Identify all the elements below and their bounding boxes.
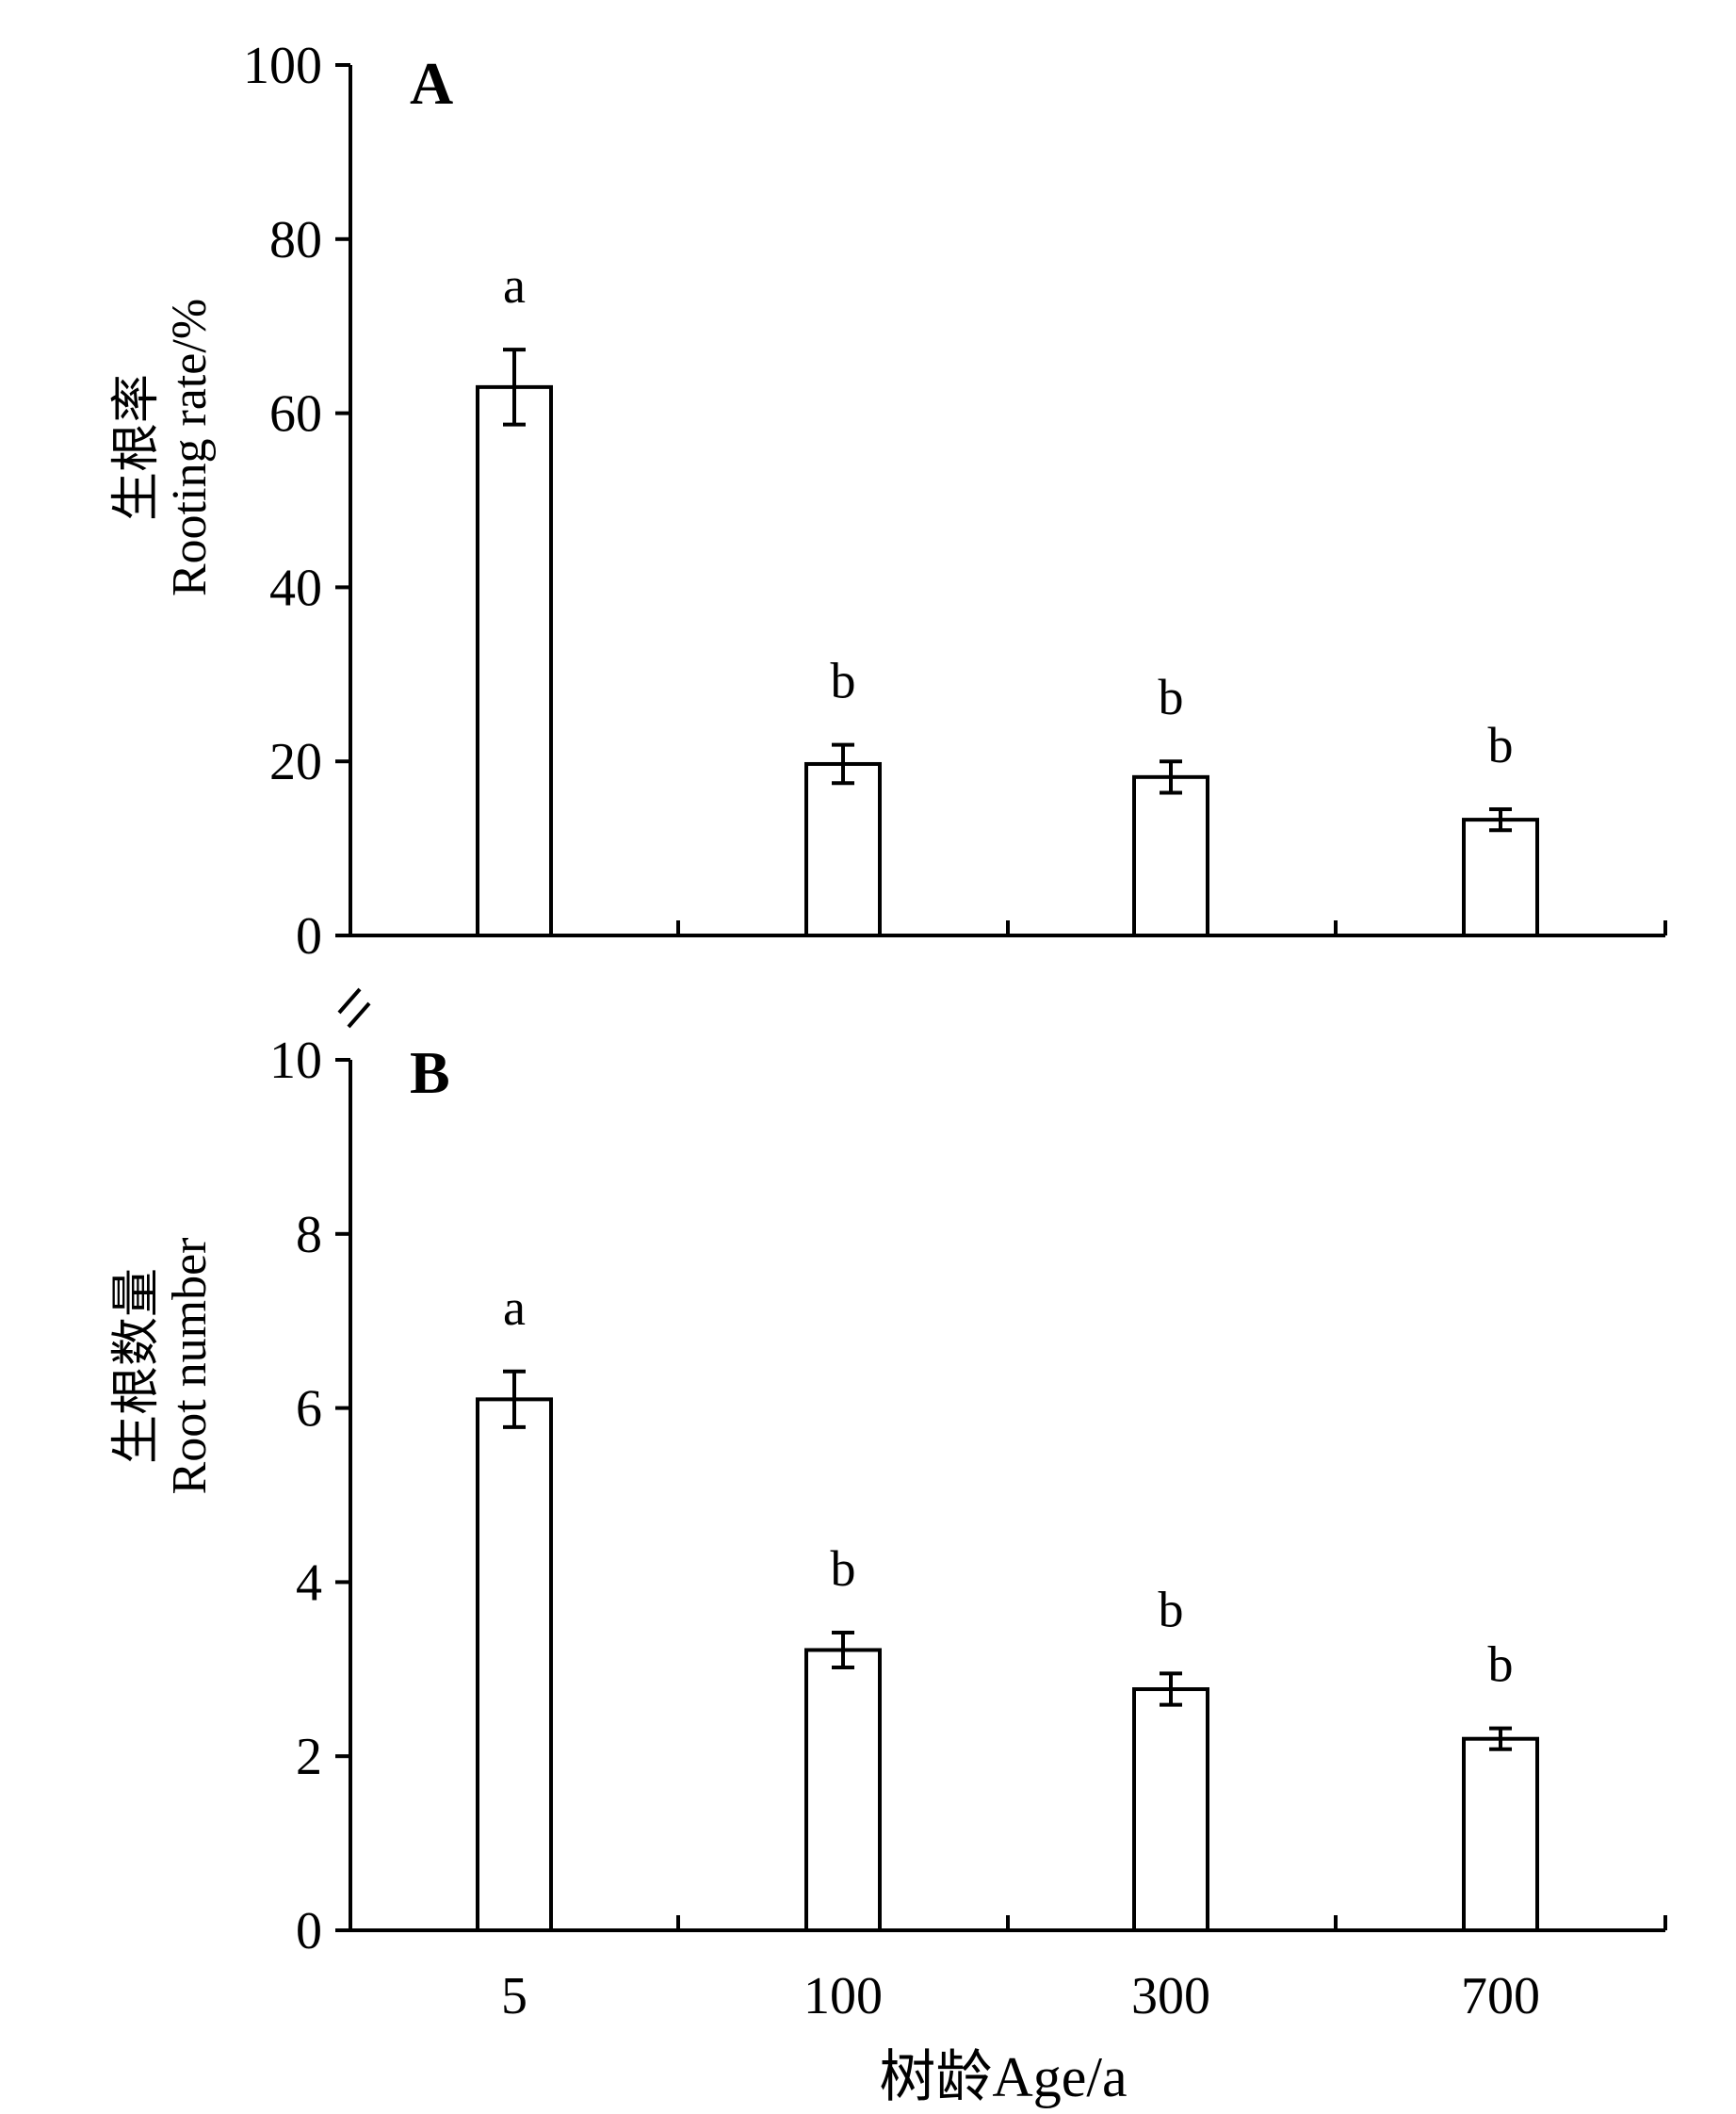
panel-b-bar [476,1397,553,1932]
panel-a-y-tick-label: 80 [269,211,322,269]
panel-a-significance-letter: b [1488,717,1514,773]
panel-b-bar [804,1648,882,1933]
panel-b-y-axis-title: 生根数量 Root number [110,1238,217,1495]
panel-a-bar [1132,774,1209,937]
panel-b-significance-letter: a [503,1279,526,1336]
panel-b-ylabel-en: Root number [163,1238,217,1495]
panel-a-y-tick-label: 100 [243,37,322,95]
x-tick-label: 300 [1131,1967,1210,2025]
panel-a-letter: A [410,50,453,117]
panel-a-y-axis-title: 生根率 Rooting rate/% [110,299,217,596]
panel-a-bar [1462,818,1539,937]
panel-a-ylabel-en: Rooting rate/% [163,299,217,596]
x-axis-title: 树龄Age/a [879,2046,1127,2108]
panel-a-rooting-rate: A 生根率 Rooting rate/% 0 20 40 60 80 100 a b b b [110,37,1667,966]
panel-b-root-number: B 生根数量 Root number 0 2 4 6 8 10 a b b b 5 100 300 700 [110,1032,1667,2025]
panel-a-y-tick-label: 0 [296,907,322,966]
panel-a-y-tick-label: 40 [269,559,322,617]
panel-b-letter: B [410,1039,450,1106]
panel-a-significance-letter: a [503,257,526,314]
panel-b-y-tick-label: 10 [269,1032,322,1090]
panel-b-y-tick-label: 8 [296,1206,322,1264]
panel-a-significance-letter: b [831,653,856,709]
panel-b-y-tick-label: 2 [296,1728,322,1786]
panel-b-ylabel-zh: 生根数量 [110,1268,164,1464]
panel-b-y-tick-label: 4 [296,1553,322,1612]
axis-break-mark [337,987,371,1029]
panel-a-bar [804,761,882,937]
panel-a-y-tick-label: 20 [269,733,322,791]
panel-b-bar [1462,1736,1539,1932]
panel-b-significance-letter: b [1159,1581,1184,1637]
panel-a-bar [476,384,553,937]
panel-a-y-tick-label: 60 [269,385,322,444]
panel-b-bar [1132,1687,1209,1932]
panel-b-significance-letter: b [1488,1636,1514,1693]
x-tick-label: 100 [803,1967,883,2025]
x-tick-label: 5 [501,1967,527,2025]
panel-a-significance-letter: b [1159,669,1184,725]
panel-b-y-tick-label: 6 [296,1380,322,1439]
panel-b-significance-letter: b [831,1540,856,1597]
x-tick-label: 700 [1461,1967,1540,2025]
panel-a-ylabel-zh: 生根率 [110,374,164,521]
panel-b-y-tick-label: 0 [296,1902,322,1960]
